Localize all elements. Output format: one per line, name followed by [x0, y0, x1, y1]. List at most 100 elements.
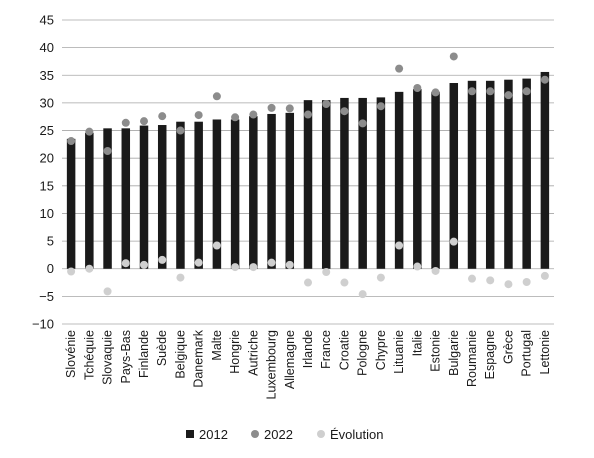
dot-2022: [249, 110, 258, 119]
dot-2022: [449, 52, 458, 61]
dot-2022: [176, 126, 185, 135]
x-tick-label: Chypre: [374, 330, 388, 370]
dot-evolution: [285, 260, 294, 269]
x-tick-label: Grèce: [501, 330, 515, 364]
dot-evolution: [340, 278, 349, 287]
legend: 2012 2022 Évolution: [186, 427, 383, 442]
dot-evolution: [431, 266, 440, 275]
dots-2022: [67, 52, 549, 155]
dot-evolution: [85, 264, 94, 273]
bar-2012: [394, 91, 404, 269]
legend-label: Évolution: [330, 427, 383, 442]
dot-2022: [212, 92, 221, 101]
dot-2022: [267, 103, 276, 112]
dot-2022: [231, 113, 240, 122]
bar-2012: [212, 119, 222, 269]
bar-2012: [194, 121, 203, 269]
x-tick-label: Italie: [410, 330, 424, 356]
y-axis: −10 −5 0 5 10 15 20 25 30 35 40 45: [32, 13, 54, 332]
dot-evolution: [322, 268, 331, 277]
bar-2012: [66, 138, 76, 269]
x-tick-label: France: [319, 330, 333, 369]
legend-swatch-2012: [186, 430, 194, 438]
x-tick-label: Finlande: [137, 330, 151, 378]
bar-2012: [321, 100, 331, 269]
dot-evolution: [212, 241, 221, 250]
dot-evolution: [540, 271, 549, 280]
y-tick-label: −10: [32, 317, 54, 332]
dot-2022: [140, 117, 148, 126]
x-tick-label: Belgique: [173, 330, 187, 379]
y-tick-label: 20: [40, 151, 54, 166]
dot-evolution: [449, 237, 458, 246]
dot-2022: [103, 146, 112, 155]
dot-evolution: [103, 287, 112, 296]
dot-2022: [468, 87, 476, 96]
bar-2012: [431, 91, 440, 269]
bar-2012: [157, 125, 167, 269]
bar-2012: [485, 80, 495, 269]
x-tick-label: Pays-Bas: [119, 330, 133, 384]
x-tick-label: Slovénie: [64, 330, 78, 378]
bar-2012: [121, 128, 131, 269]
dot-evolution: [249, 263, 258, 272]
dot-evolution: [158, 255, 167, 264]
bar-2012: [413, 89, 422, 269]
dot-2022: [304, 110, 312, 119]
bar-2012: [230, 119, 240, 269]
dot-2022: [486, 87, 495, 96]
x-tick-label: Bulgarie: [447, 330, 461, 376]
bar-2012: [139, 125, 149, 269]
dot-2022: [504, 91, 513, 100]
bar-2012: [303, 100, 313, 269]
dot-evolution: [486, 276, 495, 285]
x-tick-label: Allemagne: [283, 330, 297, 389]
dot-2022: [413, 83, 422, 92]
dot-2022: [85, 127, 94, 136]
bar-2012: [522, 78, 531, 269]
dot-evolution: [522, 277, 531, 286]
legend-label: 2012: [199, 427, 228, 442]
bar-2012: [449, 83, 459, 269]
legend-label: 2022: [264, 427, 293, 442]
y-tick-label: 30: [40, 95, 54, 110]
x-tick-label: Slovaquie: [101, 330, 115, 385]
y-tick-label: 35: [40, 68, 54, 83]
dot-evolution: [121, 259, 130, 268]
dot-2022: [340, 107, 349, 116]
dot-2022: [285, 104, 294, 113]
x-tick-label: Luxembourg: [265, 330, 279, 400]
dot-2022: [540, 75, 549, 84]
dot-2022: [431, 88, 440, 97]
y-tick-label: −5: [39, 289, 54, 304]
bars-2012: [66, 71, 550, 269]
x-axis: Slovénie Tchéquie Slovaquie Pays-Bas Finland…: [64, 329, 552, 399]
dot-evolution: [231, 263, 240, 272]
dot-evolution: [67, 267, 76, 276]
bar-2012: [504, 79, 513, 269]
legend-swatch: [251, 430, 259, 438]
bar-2012: [376, 97, 386, 269]
y-tick-label: 0: [47, 261, 54, 276]
bar-2012: [285, 112, 295, 269]
x-tick-label: Lettonie: [538, 330, 552, 375]
x-tick-label: Estonie: [429, 330, 443, 372]
x-tick-label: Autriche: [246, 330, 260, 376]
dot-evolution: [468, 274, 476, 283]
bar-2012: [340, 97, 349, 269]
dot-2022: [376, 102, 385, 111]
x-tick-label: Irlande: [301, 330, 315, 368]
x-tick-label: Portugal: [520, 330, 534, 377]
dot-evolution: [194, 258, 203, 267]
x-tick-label: Hongrie: [228, 330, 242, 374]
dot-evolution: [504, 280, 513, 289]
bar-2012: [267, 113, 276, 269]
bar-2012: [358, 97, 367, 269]
dot-2022: [194, 111, 203, 120]
x-tick-label: Danemark: [192, 329, 206, 387]
dot-2022: [358, 119, 367, 128]
bar-2012: [467, 80, 477, 269]
bar-2012: [176, 121, 185, 269]
dot-evolution: [376, 273, 385, 282]
